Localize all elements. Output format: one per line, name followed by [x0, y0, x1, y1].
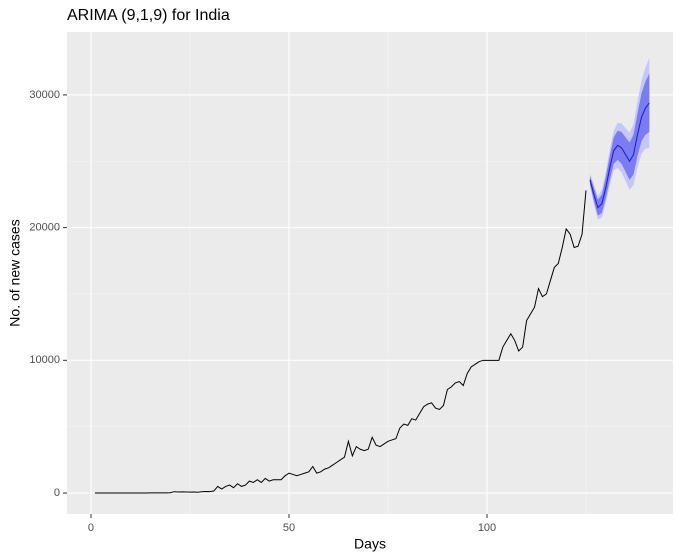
chart-title: ARIMA (9,1,9) for India — [67, 7, 230, 24]
interval-80 — [589, 73, 650, 216]
y-tick-label: 30000 — [29, 89, 60, 101]
panel — [67, 32, 673, 514]
y-tick-label: 20000 — [29, 222, 60, 234]
forecast-line — [589, 102, 650, 209]
grid — [67, 32, 673, 514]
y-tick-label: 10000 — [29, 354, 60, 366]
y-tick-label: 0 — [54, 487, 60, 499]
marks — [94, 57, 650, 494]
x-tick-label: 0 — [88, 522, 94, 534]
data-line — [94, 190, 587, 494]
x-tick-label: 100 — [478, 522, 496, 534]
x-tick-label: 50 — [283, 522, 295, 534]
x-axis-title: Days — [354, 536, 386, 552]
y-axis-title: No. of new cases — [7, 219, 23, 326]
